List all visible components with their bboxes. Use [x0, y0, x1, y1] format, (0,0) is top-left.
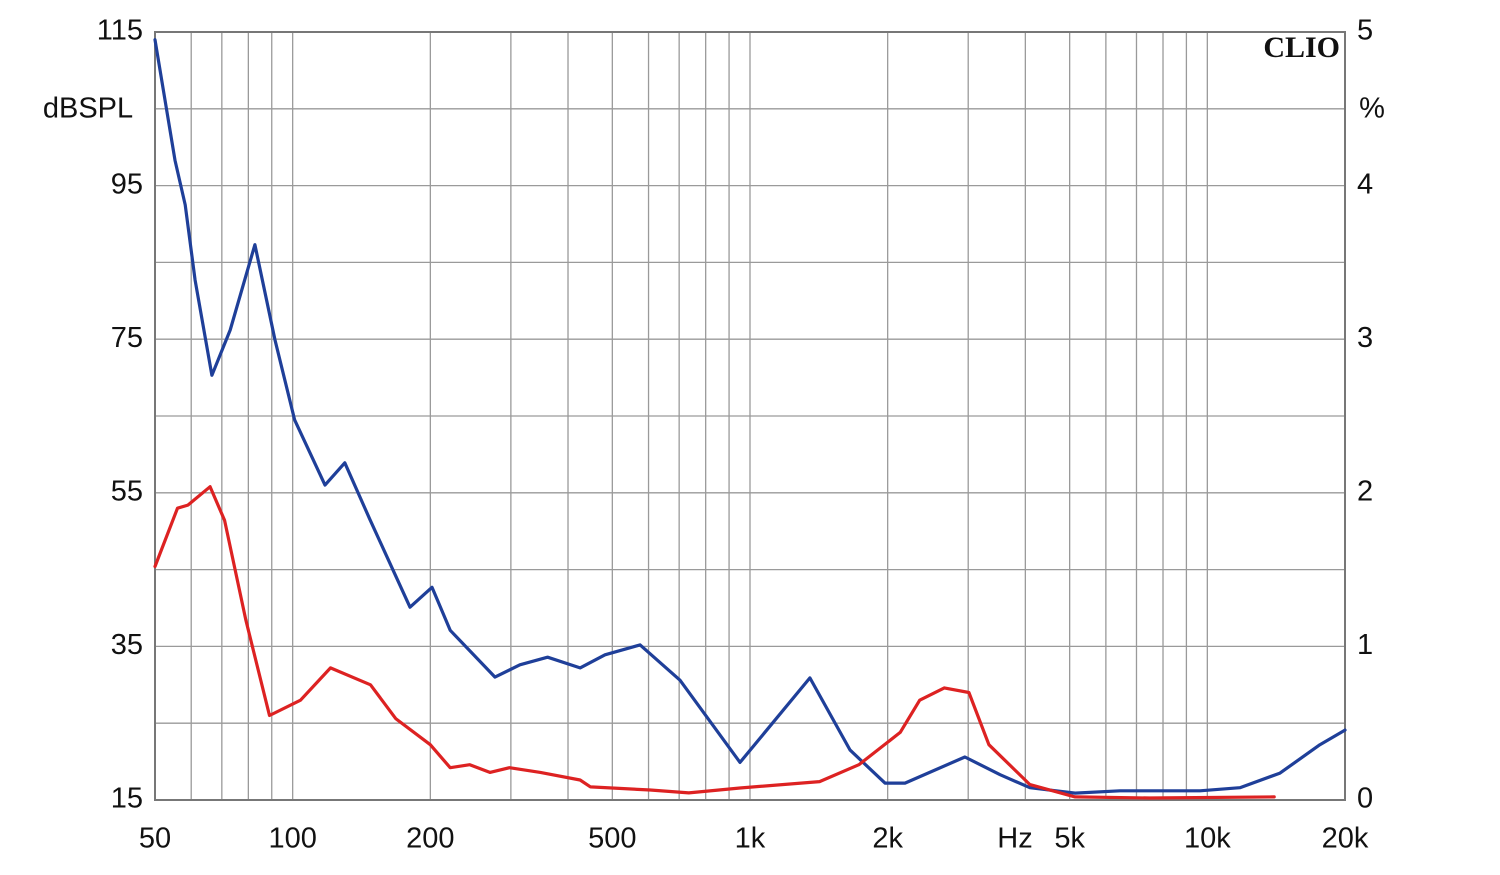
- y-tick-label: 115: [97, 15, 143, 47]
- y2-tick-label: 2: [1357, 475, 1373, 507]
- x-tick-label: 50: [139, 823, 171, 855]
- y2-tick-label: 5: [1357, 15, 1373, 47]
- y-tick-label: 35: [111, 629, 143, 661]
- y2-axis-label: %: [1359, 93, 1385, 125]
- y2-tick-label: 3: [1357, 322, 1373, 354]
- brand: CLIO: [1263, 31, 1340, 64]
- x-tick-label: 1k: [735, 823, 766, 855]
- y-axis-label: dBSPL: [43, 93, 133, 125]
- x-tick-label: 500: [588, 823, 636, 855]
- x-tick-label: 200: [406, 823, 454, 855]
- y-tick-label: 95: [111, 168, 143, 200]
- x-tick-label: 10k: [1184, 823, 1231, 855]
- x-axis-label: Hz: [997, 823, 1032, 855]
- series-line: [153, 485, 1276, 800]
- x-tick-label: 100: [268, 823, 316, 855]
- y2-tick-label: 0: [1357, 783, 1373, 815]
- y-tick-label: 75: [111, 322, 143, 354]
- x-tick-label: 20k: [1322, 823, 1369, 855]
- x-tick-label: 2k: [872, 823, 903, 855]
- y2-tick-label: 1: [1357, 629, 1373, 661]
- y-tick-label: 15: [111, 783, 143, 815]
- x-tick-label: 5k: [1054, 823, 1085, 855]
- y-tick-label: 55: [111, 475, 143, 507]
- y2-tick-label: 4: [1357, 168, 1373, 200]
- series-line: [153, 38, 1347, 795]
- plot-frame: [154, 31, 1346, 801]
